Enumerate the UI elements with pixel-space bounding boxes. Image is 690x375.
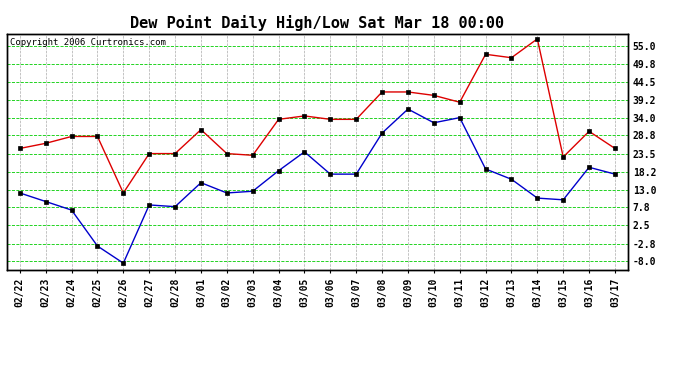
Text: Copyright 2006 Curtronics.com: Copyright 2006 Curtronics.com xyxy=(10,39,166,48)
Title: Dew Point Daily High/Low Sat Mar 18 00:00: Dew Point Daily High/Low Sat Mar 18 00:0… xyxy=(130,15,504,31)
